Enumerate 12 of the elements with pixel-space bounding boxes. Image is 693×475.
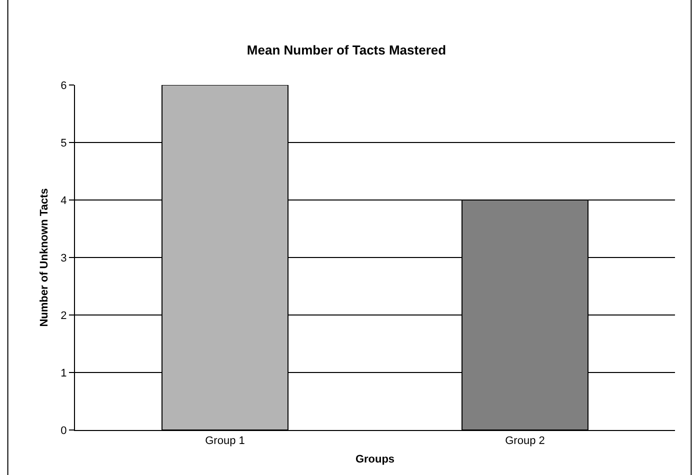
y-tick-label: 6	[60, 80, 67, 92]
y-tick-label: 5	[60, 137, 67, 150]
y-tick-label: 2	[60, 310, 67, 322]
y-tick-label: 4	[60, 194, 67, 207]
chart-title: Mean Number of Tacts Mastered	[246, 42, 446, 58]
y-tick-label: 3	[60, 252, 67, 264]
x-axis-title: Groups	[355, 453, 395, 466]
y-axis-title: Number of Unknown Tacts	[38, 188, 50, 327]
y-tick-label: 0	[60, 424, 67, 437]
y-tick-label: 1	[60, 367, 67, 380]
x-tick-label: Group 1	[205, 435, 245, 448]
x-tick-label: Group 2	[505, 435, 545, 448]
